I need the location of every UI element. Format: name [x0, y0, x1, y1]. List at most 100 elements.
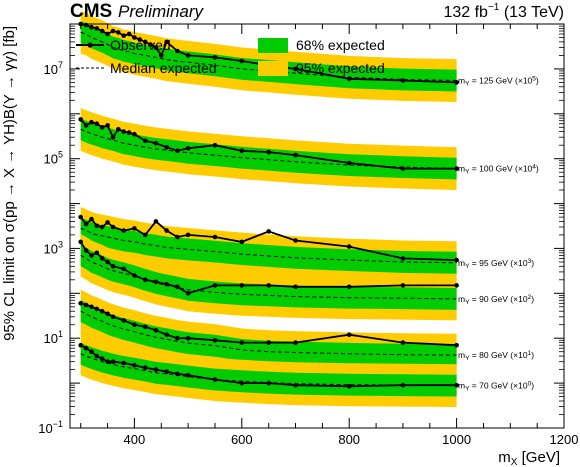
observed-point-series-0-23 — [346, 76, 352, 82]
observed-point-series-5-18 — [346, 384, 352, 389]
observed-point-series-5-1 — [83, 345, 89, 351]
observed-point-series-1-16 — [212, 142, 218, 148]
observed-point-series-5-6 — [110, 359, 116, 365]
observed-point-series-2-8 — [132, 226, 137, 231]
luminosity-label: 132 fb−1 (13 TeV) — [443, 2, 564, 21]
observed-point-series-2-17 — [293, 238, 298, 243]
mass-label-series-4: mY = 80 GeV (×101) — [458, 350, 534, 362]
observed-point-series-3-7 — [121, 266, 126, 272]
observed-point-series-1-19 — [293, 152, 298, 158]
legend: Observed Median expected 68% expected 95… — [76, 37, 385, 76]
y-tick-label-4: 107 — [44, 60, 63, 77]
observed-point-series-2-3 — [94, 223, 100, 229]
observed-point-series-3-2 — [89, 253, 94, 258]
observed-point-series-0-6 — [110, 28, 116, 34]
observed-point-series-3-14 — [212, 283, 218, 288]
observed-point-series-5-3 — [94, 353, 100, 359]
observed-point-series-1-21 — [400, 166, 406, 171]
observed-point-series-4-4 — [99, 308, 105, 314]
observed-point-series-4-13 — [185, 335, 191, 341]
observed-point-series-0-7 — [116, 30, 121, 35]
observed-point-series-1-6 — [110, 134, 116, 140]
legend-band95-label: 95% expected — [296, 60, 385, 76]
observed-point-series-3-8 — [132, 273, 137, 278]
observed-point-series-0-20 — [239, 58, 245, 64]
observed-point-series-0-5 — [105, 31, 110, 37]
observed-point-series-0-12 — [142, 39, 148, 45]
legend-band68-swatch — [258, 38, 288, 53]
observed-point-series-2-18 — [346, 244, 352, 249]
observed-point-series-3-3 — [94, 250, 100, 256]
observed-point-series-0-9 — [126, 31, 132, 37]
observed-point-series-5-13 — [185, 372, 191, 378]
observed-point-series-5-7 — [121, 360, 126, 366]
observed-point-series-4-2 — [89, 304, 94, 310]
observed-point-series-0-17 — [175, 48, 180, 54]
preliminary-label: Preliminary — [118, 2, 205, 21]
observed-point-series-5-20 — [454, 382, 459, 388]
observed-point-series-1-13 — [164, 144, 169, 150]
observed-point-series-5-2 — [89, 349, 94, 355]
observed-point-series-4-8 — [132, 322, 137, 328]
x-tick-label-3: 1000 — [442, 432, 471, 447]
legend-observed-marker — [87, 42, 93, 48]
observed-point-series-1-10 — [132, 131, 137, 137]
observed-point-series-2-10 — [153, 219, 159, 224]
observed-point-series-5-8 — [132, 362, 137, 368]
observed-point-series-3-16 — [266, 283, 272, 288]
observed-point-series-0-13 — [148, 42, 153, 47]
observed-point-series-5-11 — [164, 369, 169, 375]
plot-frame — [69, 23, 565, 429]
band68-series-5 — [80, 342, 457, 397]
observed-point-series-3-4 — [99, 256, 105, 261]
mass-labels-layer: mY = 125 GeV (×105) mY = 100 GeV (×104) mY… — [458, 76, 539, 393]
observed-point-series-4-5 — [105, 311, 110, 317]
observed-point-series-5-10 — [153, 367, 159, 372]
band68-series-2 — [80, 217, 457, 274]
observed-point-series-3-10 — [153, 279, 159, 285]
observed-point-series-5-19 — [400, 382, 406, 388]
mass-label-series-3: mY = 90 GeV (×102) — [458, 294, 534, 306]
observed-point-series-0-18 — [185, 53, 191, 58]
observed-point-series-4-18 — [346, 332, 352, 338]
y-tick-label-1: 101 — [44, 329, 63, 346]
observed-point-series-3-18 — [346, 284, 352, 290]
axis-ticks: 400 600 800 1000 1200 10−1 101 103 105 107 — [38, 23, 578, 447]
observed-point-series-4-17 — [293, 340, 298, 345]
observed-point-series-2-16 — [266, 229, 272, 234]
observed-point-series-2-1 — [83, 221, 89, 227]
observed-point-series-2-15 — [239, 239, 245, 245]
observed-point-series-3-5 — [105, 259, 110, 265]
observed-point-series-4-14 — [212, 338, 218, 343]
mass-label-series-0: mY = 125 GeV (×105) — [458, 76, 539, 88]
observed-point-series-0-25 — [454, 80, 459, 85]
legend-observed-label: Observed — [110, 37, 171, 53]
observed-point-series-2-12 — [175, 234, 180, 240]
band68-series-4 — [80, 300, 457, 366]
observed-point-series-1-11 — [142, 138, 148, 144]
observed-point-series-0-4 — [99, 28, 105, 34]
observed-point-series-0-10 — [132, 35, 137, 40]
observed-point-series-4-6 — [110, 314, 116, 320]
observed-point-series-2-2 — [89, 216, 94, 222]
observed-point-series-4-9 — [142, 324, 148, 330]
observed-point-series-2-4 — [99, 224, 105, 230]
band68-series-0 — [80, 21, 457, 92]
expected-line-series-2 — [80, 227, 457, 264]
expected-line-series-4 — [80, 310, 457, 356]
expected-line-series-1 — [80, 128, 457, 170]
observed-point-series-5-4 — [99, 356, 105, 362]
observed-point-series-2-0 — [78, 214, 83, 220]
y-axis-label: 95% CL limit on σ(pp → X → YH)B(Y → γγ) … — [1, 26, 18, 341]
header: CMS Preliminary 132 fb−1 (13 TeV) — [70, 1, 564, 22]
observed-point-series-3-20 — [454, 283, 459, 288]
observed-point-series-4-0 — [78, 301, 83, 306]
mass-label-series-5: mY = 70 GeV (×100) — [458, 381, 534, 393]
observed-point-series-0-2 — [89, 24, 94, 30]
observed-point-series-1-1 — [83, 123, 89, 128]
observed-point-series-3-6 — [110, 264, 116, 269]
observed-point-series-2-14 — [212, 234, 218, 240]
observed-point-series-4-15 — [239, 340, 245, 345]
observed-point-series-3-1 — [83, 248, 89, 253]
